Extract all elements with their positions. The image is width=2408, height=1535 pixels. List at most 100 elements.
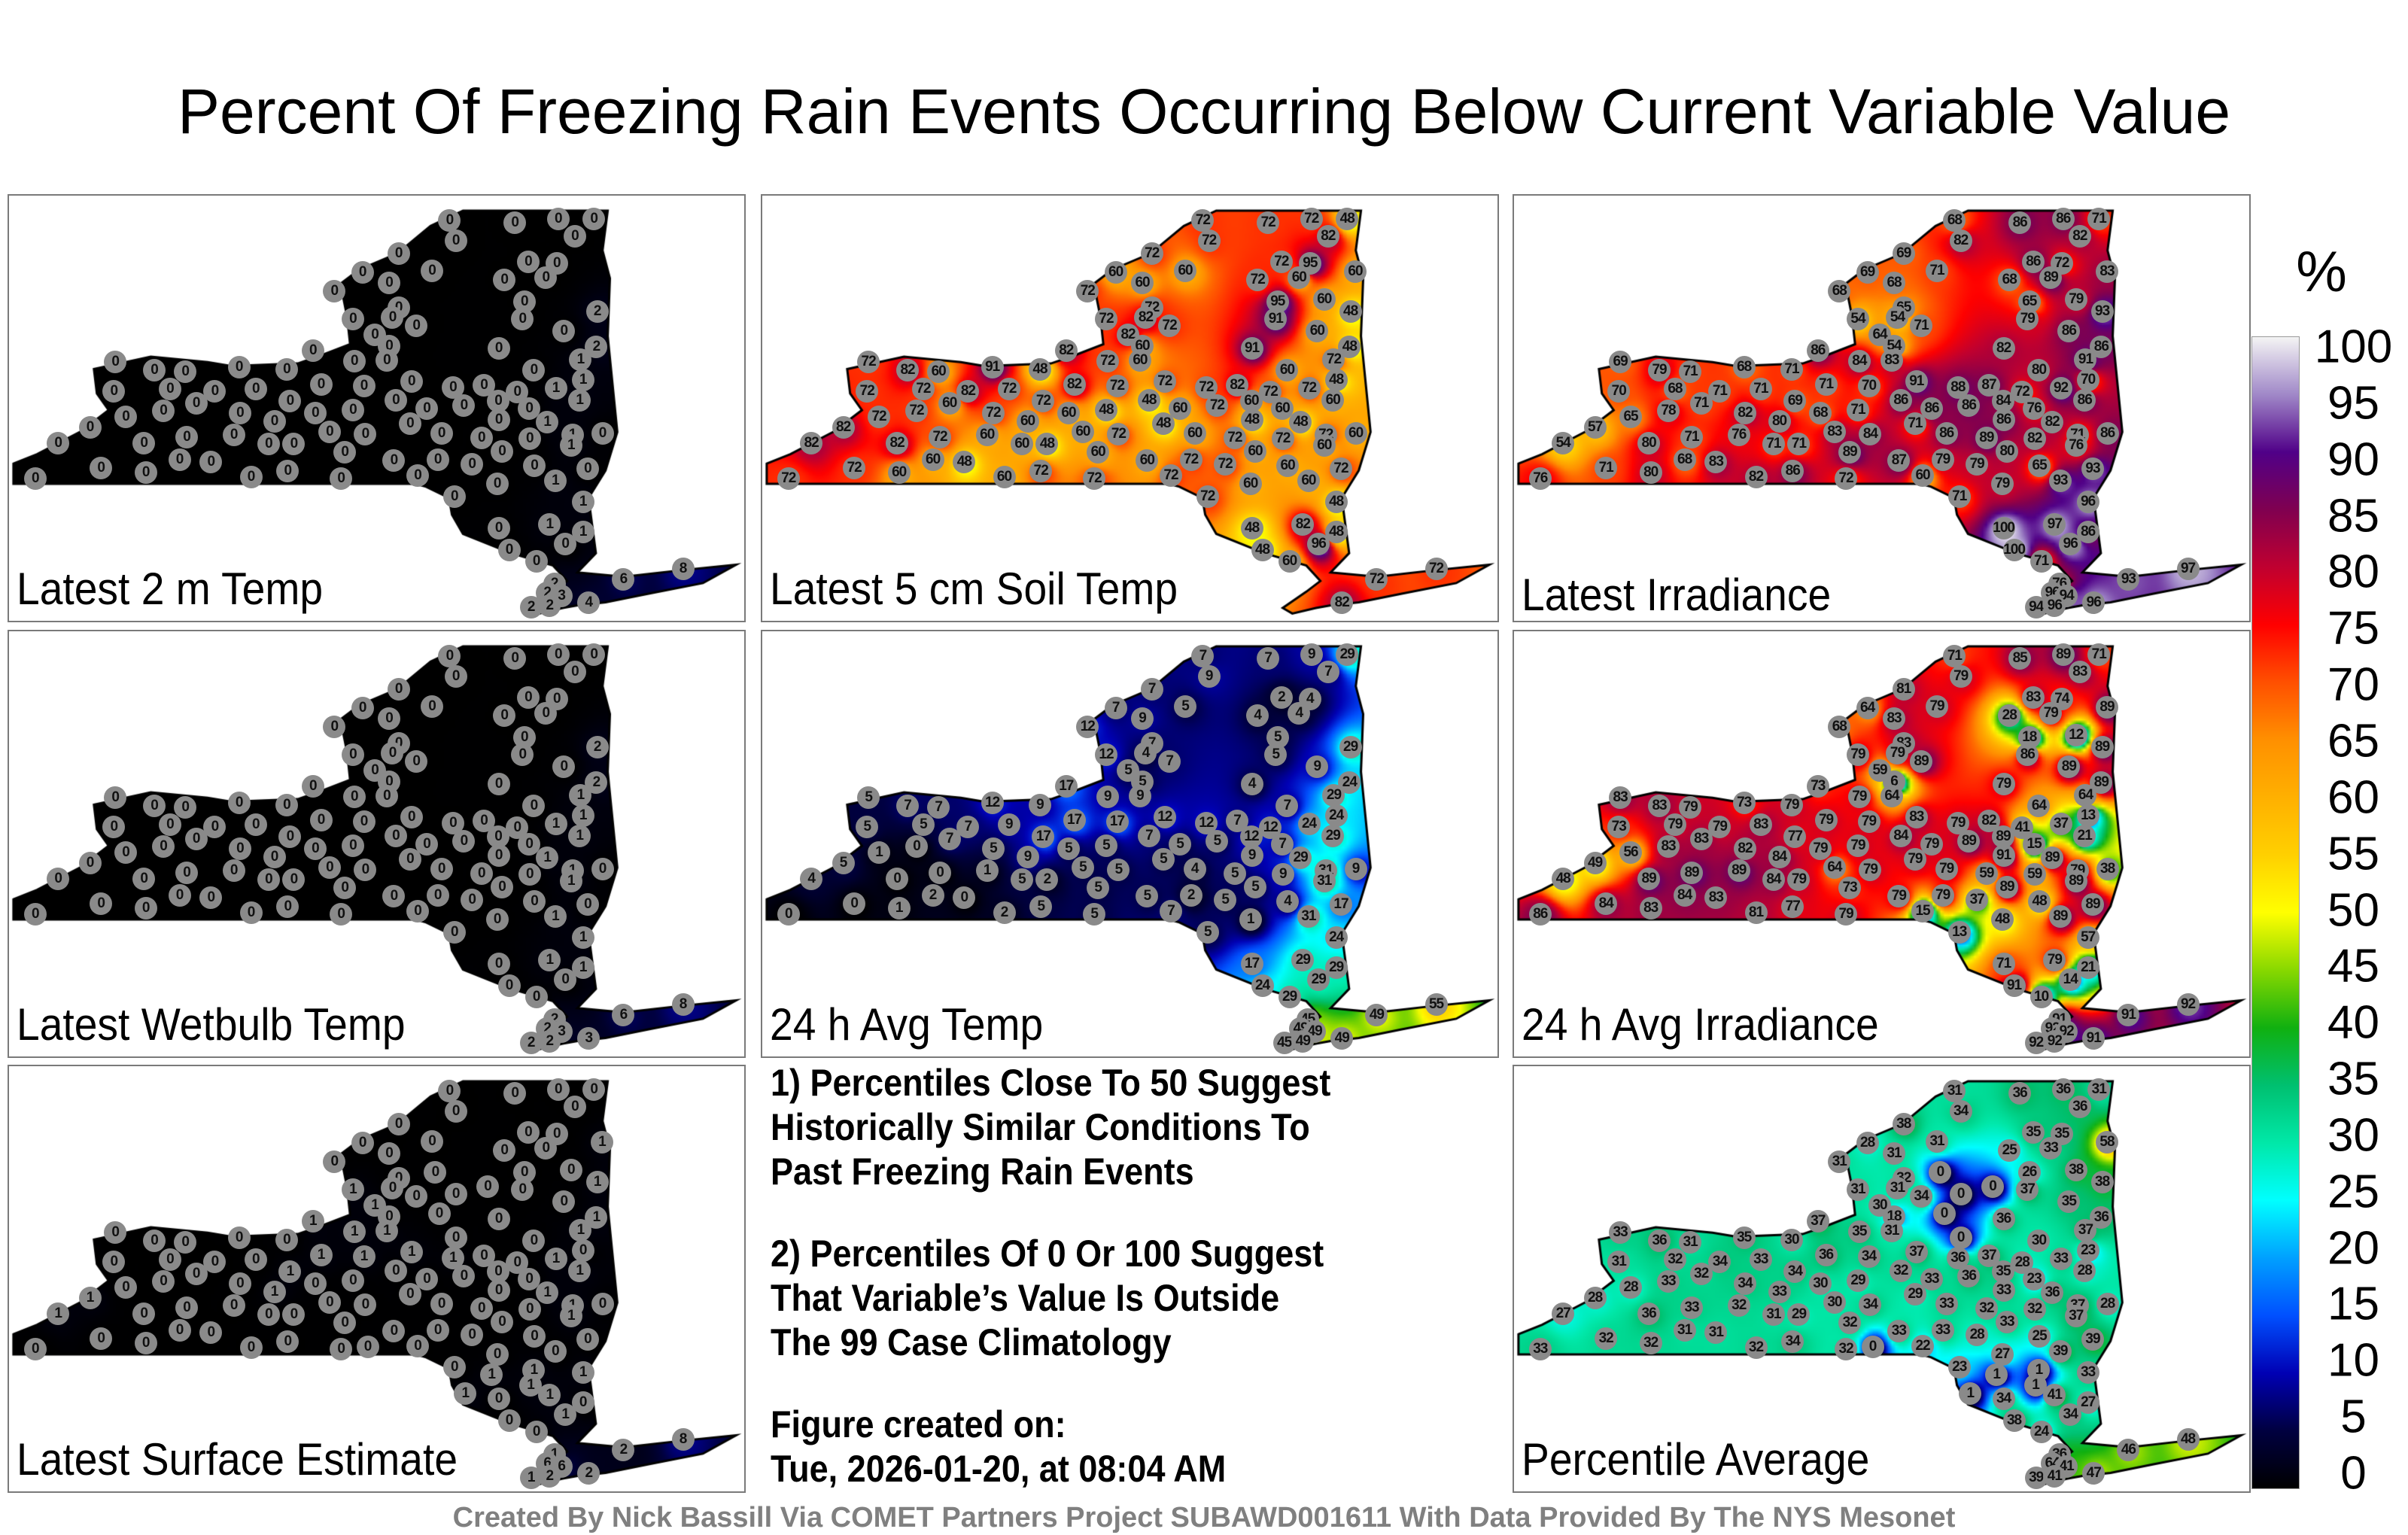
station-marker: 48: [1240, 517, 1263, 540]
station-marker: 0: [174, 795, 197, 819]
station-marker: 0: [493, 704, 516, 727]
station-marker: 9: [1016, 845, 1039, 868]
station-marker: 33: [1920, 1268, 1944, 1291]
station-marker: 60: [1104, 261, 1127, 284]
station-marker: 60: [1276, 454, 1300, 477]
panel-label: 24 h Avg Irradiance: [1522, 999, 1879, 1050]
station-marker: 31: [1926, 1129, 1949, 1153]
station-marker: 48: [1035, 433, 1059, 456]
station-marker: 24: [1324, 804, 1348, 828]
station-marker: 83: [1648, 795, 1671, 818]
station-marker: 1: [263, 1280, 286, 1303]
station-marker: 91: [1905, 369, 1928, 393]
station-marker: 56: [1619, 840, 1643, 864]
station-marker: 86: [2016, 743, 2039, 767]
station-marker: 82: [1316, 225, 1339, 248]
station-marker: 7: [1316, 661, 1339, 684]
station-marker: 84: [1595, 892, 1618, 915]
station-marker: 1: [569, 783, 592, 807]
station-marker: 96: [2043, 594, 2066, 618]
note2-line: The 99 Case Climatology: [771, 1321, 1172, 1363]
station-marker: 86: [2051, 208, 2075, 231]
station-marker: 0: [487, 517, 510, 540]
station-marker: 7: [956, 815, 980, 838]
station-marker: 0: [559, 1158, 582, 1181]
station-marker: 0: [503, 211, 527, 234]
station-marker: 89: [1975, 427, 1998, 450]
station-marker: 0: [1929, 1161, 1952, 1184]
station-marker: 82: [2023, 427, 2046, 451]
station-marker: 0: [1981, 1175, 2005, 1199]
note2-line: 2) Percentiles Of 0 Or 100 Suggest: [771, 1233, 1324, 1275]
station-marker: 0: [582, 208, 606, 231]
station-marker: 71: [1926, 259, 1949, 282]
station-marker: 60: [1344, 421, 1367, 445]
station-marker: 0: [143, 1230, 166, 1253]
station-marker: 0: [184, 828, 208, 851]
station-marker: 0: [382, 885, 406, 908]
station-marker: 68: [1673, 448, 1696, 471]
station-marker: 60: [1183, 421, 1206, 445]
station-marker: 0: [330, 467, 353, 491]
station-marker: 79: [1966, 452, 1989, 476]
station-marker: 0: [485, 907, 509, 931]
station-marker: 60: [1321, 388, 1345, 412]
station-marker: 1: [301, 1210, 324, 1233]
station-marker: 32: [1595, 1327, 1618, 1350]
station-marker: 60: [1239, 390, 1263, 413]
station-marker: 0: [158, 1248, 181, 1271]
station-marker: 70: [1607, 379, 1631, 403]
station-marker: 33: [1528, 1338, 1552, 1361]
station-marker: 79: [2039, 702, 2063, 725]
station-marker: 5: [1136, 885, 1159, 908]
station-marker: 0: [143, 359, 166, 382]
station-marker: 0: [461, 1323, 484, 1346]
station-marker: 1: [554, 1403, 577, 1427]
station-marker: 12: [981, 792, 1004, 815]
station-marker: 2: [585, 300, 609, 324]
station-marker: 0: [114, 840, 138, 864]
station-marker: 73: [1732, 792, 1756, 815]
station-marker: 86: [1889, 389, 1912, 412]
station-marker: 2: [993, 901, 1016, 924]
station-marker: 0: [387, 1113, 410, 1136]
station-marker: 9: [1306, 755, 1329, 778]
station-marker: 86: [1528, 903, 1552, 926]
station-marker: 1: [543, 470, 567, 493]
station-marker: 82: [1330, 591, 1354, 614]
station-marker: 34: [2059, 1403, 2082, 1427]
station-marker: 0: [257, 433, 280, 456]
station-marker: 60: [1288, 266, 1311, 290]
station-marker: 48: [1251, 538, 1274, 561]
station-marker: 48: [1339, 300, 1362, 324]
station-marker: 60: [887, 461, 911, 485]
station-marker: 0: [442, 485, 466, 509]
station-marker: 36: [1814, 1244, 1838, 1267]
station-marker: 0: [421, 259, 444, 282]
station-marker: 1: [309, 1244, 333, 1267]
station-marker: 0: [421, 1129, 444, 1153]
station-marker: 83: [1704, 451, 1728, 474]
station-marker: 28: [2096, 1292, 2119, 1315]
station-marker: 0: [244, 813, 267, 836]
station-marker: 1: [480, 1363, 503, 1387]
station-marker: 100: [2002, 538, 2026, 561]
station-marker: 69: [1892, 242, 1915, 266]
station-marker: 72: [997, 377, 1020, 400]
station-marker: 24: [1324, 926, 1348, 949]
station-marker: 79: [1787, 868, 1811, 892]
station-marker: 1: [454, 1382, 477, 1405]
station-marker: 29: [1339, 736, 1362, 759]
station-marker: 5: [856, 815, 879, 838]
panel-label: Latest 2 m Temp: [17, 564, 324, 614]
station-marker: 72: [1365, 567, 1388, 591]
station-marker: 1: [536, 847, 559, 870]
station-marker: 0: [378, 1141, 401, 1165]
station-marker: 24: [1251, 974, 1274, 997]
station-marker: 0: [430, 1292, 453, 1315]
colorbar-tick-label: 20: [2327, 1222, 2379, 1275]
station-marker: 60: [1275, 359, 1299, 381]
station-marker: 60: [1087, 441, 1110, 464]
colorbar-tick-label: 60: [2327, 771, 2379, 824]
